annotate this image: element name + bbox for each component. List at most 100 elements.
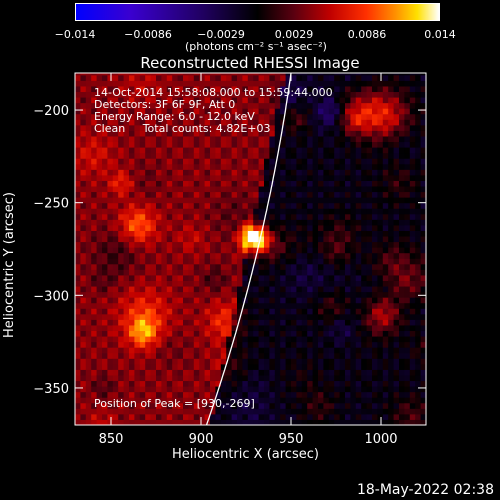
heatmap-cell: [274, 308, 281, 315]
heatmap-cell: [80, 91, 87, 98]
heatmap-cell: [253, 74, 260, 81]
heatmap-cell: [415, 252, 422, 259]
heatmap-cell: [75, 163, 81, 170]
heatmap-cell: [123, 386, 130, 393]
heatmap-cell: [150, 374, 157, 382]
heatmap-cell: [345, 324, 351, 332]
heatmap-cell: [112, 397, 119, 404]
heatmap-cell: [258, 241, 265, 248]
heatmap-cell: [253, 302, 260, 309]
heatmap-cell: [334, 119, 341, 126]
heatmap-cell: [226, 419, 233, 425]
heatmap-cell: [274, 108, 281, 115]
heatmap-cell: [237, 163, 243, 170]
heatmap-cell: [280, 408, 287, 415]
heatmap-cell: [388, 230, 395, 237]
heatmap-cell: [366, 413, 373, 420]
annotation-detectors: Detectors: 3F 6F 9F, Att 0: [94, 98, 236, 111]
heatmap-cell: [215, 413, 222, 420]
heatmap-cell: [161, 252, 168, 259]
heatmap-cell: [409, 363, 416, 370]
heatmap-cell: [296, 258, 303, 265]
heatmap-cell: [107, 413, 114, 420]
heatmap-cell: [393, 280, 400, 287]
heatmap-cell: [323, 347, 330, 354]
heatmap-cell: [75, 369, 81, 376]
heatmap-cell: [274, 386, 281, 393]
heatmap-cell: [345, 269, 351, 276]
heatmap-cell: [377, 258, 384, 265]
heatmap-cell: [237, 85, 243, 93]
heatmap-cell: [388, 352, 395, 359]
heatmap-cell: [420, 324, 426, 332]
heatmap-cell: [285, 347, 292, 354]
heatmap-cell: [220, 374, 227, 382]
heatmap-cell: [107, 180, 114, 187]
heatmap-cell: [312, 324, 319, 332]
heatmap-cell: [285, 363, 292, 370]
heatmap-cell: [107, 119, 114, 126]
heatmap-cell: [145, 74, 152, 81]
heatmap-cell: [102, 85, 108, 93]
heatmap-cell: [118, 352, 125, 359]
heatmap-cell: [172, 102, 179, 109]
heatmap-cell: [226, 152, 233, 159]
heatmap-cell: [166, 85, 173, 93]
heatmap-cell: [177, 291, 184, 298]
heatmap-cell: [372, 91, 378, 98]
heatmap-cell: [231, 391, 238, 398]
heatmap-cell: [161, 369, 168, 376]
heatmap-cell: [210, 347, 216, 354]
heatmap-cell: [161, 130, 168, 137]
heatmap-cell: [345, 363, 351, 370]
heatmap-cell: [399, 119, 405, 126]
heatmap-cell: [301, 347, 308, 354]
heatmap-cell: [242, 302, 249, 309]
heatmap-cell: [96, 147, 103, 154]
heatmap-cell: [264, 274, 270, 281]
heatmap-cell: [323, 413, 330, 420]
heatmap-cell: [161, 91, 168, 98]
heatmap-cell: [382, 313, 389, 320]
annotation-peak: Position of Peak = [930,-269]: [94, 397, 255, 410]
heatmap-cell: [269, 336, 276, 343]
heatmap-cell: [334, 274, 341, 281]
heatmap-cell: [123, 280, 130, 287]
heatmap-cell: [166, 241, 173, 248]
heatmap-cell: [247, 380, 254, 387]
heatmap-cell: [129, 413, 135, 420]
heatmap-cell: [247, 391, 254, 398]
heatmap-cell: [161, 135, 168, 143]
heatmap-cell: [150, 230, 157, 237]
heatmap-cell: [199, 152, 206, 159]
heatmap-cell: [280, 152, 287, 159]
heatmap-cell: [334, 369, 341, 376]
heatmap-cell: [96, 274, 103, 281]
heatmap-cell: [350, 174, 357, 181]
heatmap-cell: [393, 313, 400, 320]
heatmap-cell: [393, 224, 400, 231]
heatmap-cell: [350, 141, 357, 148]
heatmap-cell: [102, 241, 108, 248]
heatmap-cell: [231, 274, 238, 281]
heatmap-cell: [372, 347, 378, 354]
heatmap-cell: [210, 352, 216, 359]
heatmap-cell: [215, 358, 222, 365]
heatmap-cell: [231, 330, 238, 337]
heatmap-cell: [291, 330, 297, 337]
heatmap-cell: [150, 302, 157, 309]
heatmap-cell: [377, 324, 384, 332]
heatmap-cell: [145, 402, 152, 409]
heatmap-cell: [220, 124, 227, 131]
heatmap-cell: [307, 219, 314, 226]
heatmap-cell: [280, 386, 287, 393]
heatmap-cell: [393, 130, 400, 137]
heatmap-cell: [204, 74, 211, 81]
heatmap-cell: [188, 413, 195, 420]
heatmap-cell: [312, 163, 319, 170]
heatmap-cell: [166, 413, 173, 420]
heatmap-cell: [355, 247, 362, 254]
heatmap-cell: [355, 163, 362, 170]
heatmap-cell: [80, 330, 87, 337]
heatmap-cell: [318, 163, 324, 170]
